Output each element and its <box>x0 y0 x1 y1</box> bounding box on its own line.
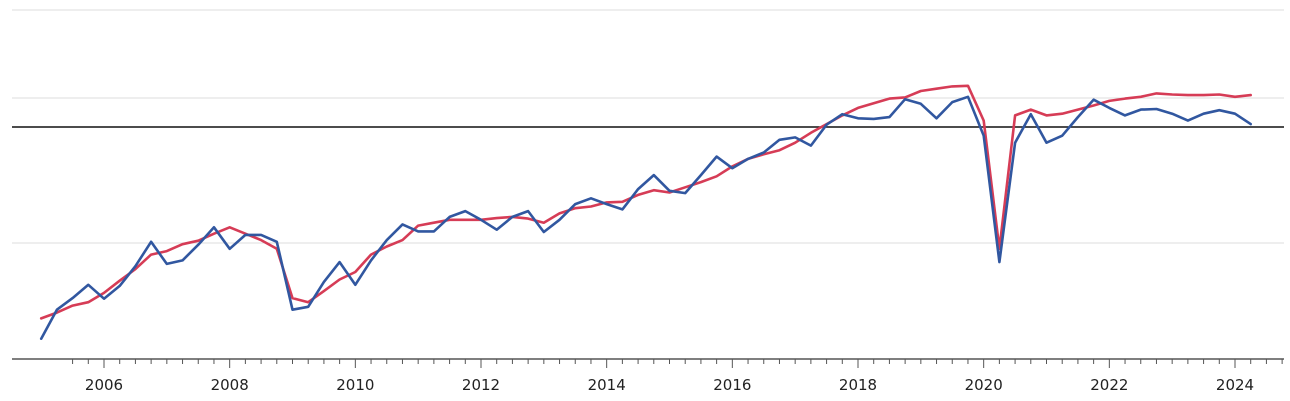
x-tick-label: 2014 <box>588 376 626 394</box>
series-lines <box>39 84 1252 340</box>
x-tick-label: 2012 <box>462 376 500 394</box>
x-tick-label: 2008 <box>211 376 249 394</box>
series-line-2 <box>39 84 1252 320</box>
x-tick-label: 2018 <box>839 376 877 394</box>
series-line-1 <box>39 95 1252 340</box>
x-tick-label: 2022 <box>1090 376 1128 394</box>
x-tick-label: 2016 <box>713 376 751 394</box>
gridlines <box>12 9 1284 244</box>
x-tick-label: 2006 <box>85 376 123 394</box>
x-axis: 2006 2008 2010 2012 2014 2016 2018 2020 2022 2024 <box>12 358 1284 394</box>
x-tick-label: 2010 <box>336 376 374 394</box>
x-tick-label: 2020 <box>965 376 1003 394</box>
x-tick-label: 2024 <box>1216 376 1254 394</box>
